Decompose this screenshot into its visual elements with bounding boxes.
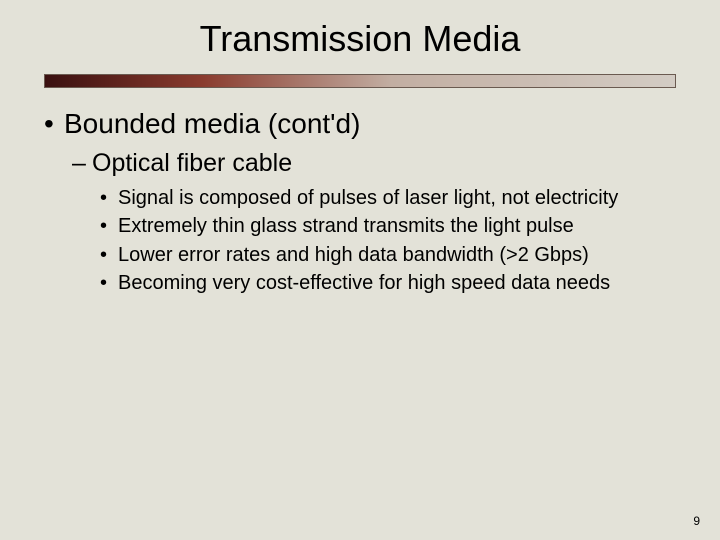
bullet-dot-icon: • [100,186,118,212]
level3-list: • Signal is composed of pulses of laser … [100,186,676,297]
list-item: • Signal is composed of pulses of laser … [100,186,676,212]
bullet-level2: –Optical fiber cable [72,147,676,180]
list-item: • Lower error rates and high data bandwi… [100,243,676,269]
bullet-dot-icon: • [100,271,118,297]
page-number: 9 [693,514,700,528]
bullet-dot-icon: • [44,106,64,141]
level2-text: Optical fiber cable [92,149,292,177]
list-item: • Becoming very cost-effective for high … [100,271,676,297]
bullet-dot-icon: • [100,243,118,269]
level3-text: Signal is composed of pulses of laser li… [118,186,676,212]
level1-text: Bounded media (cont'd) [64,108,360,139]
level3-text: Becoming very cost-effective for high sp… [118,271,676,297]
level3-text: Lower error rates and high data bandwidt… [118,243,676,269]
slide: Transmission Media •Bounded media (cont'… [0,0,720,540]
slide-title: Transmission Media [36,18,684,60]
bullet-level1: •Bounded media (cont'd) [44,106,676,141]
bullet-dash-icon: – [72,147,92,180]
title-divider-bar [44,74,676,88]
slide-body: •Bounded media (cont'd) –Optical fiber c… [36,102,684,297]
bullet-dot-icon: • [100,214,118,240]
list-item: • Extremely thin glass strand transmits … [100,214,676,240]
level3-text: Extremely thin glass strand transmits th… [118,214,676,240]
